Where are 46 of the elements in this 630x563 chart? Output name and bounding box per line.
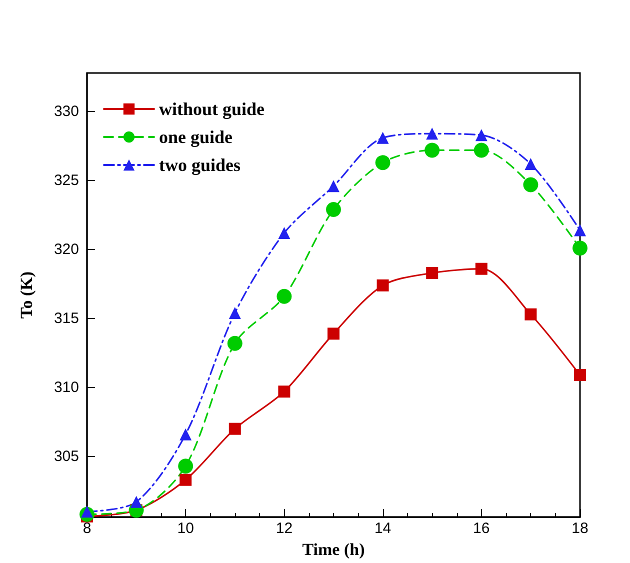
y-tick-label: 315 <box>54 310 79 327</box>
point <box>278 386 290 398</box>
point <box>227 336 242 351</box>
y-tick-label: 330 <box>54 103 79 120</box>
point <box>375 155 390 170</box>
y-axis-title: To (K) <box>17 272 36 319</box>
point <box>81 506 93 518</box>
point <box>180 428 192 440</box>
point <box>180 474 192 486</box>
point <box>376 279 389 292</box>
legend-label: one guide <box>159 127 233 147</box>
point <box>424 142 440 158</box>
x-tick-label: 18 <box>572 520 588 538</box>
point <box>228 306 241 319</box>
point <box>376 132 389 144</box>
point <box>574 224 586 236</box>
x-axis-title: Time (h) <box>302 540 365 559</box>
point <box>475 129 488 142</box>
point <box>426 266 438 279</box>
point <box>228 422 241 435</box>
point <box>326 202 341 218</box>
y-tick-label: 325 <box>54 172 79 190</box>
x-tick-label: 8 <box>82 520 92 538</box>
y-tick-label: 320 <box>54 241 79 258</box>
y-tick-label: 310 <box>54 378 79 396</box>
point <box>276 288 292 304</box>
point <box>523 177 538 192</box>
point <box>328 180 340 192</box>
point <box>574 369 586 382</box>
point <box>178 458 194 474</box>
point <box>130 496 142 508</box>
point <box>524 158 537 170</box>
y-tick-label: 305 <box>54 448 79 465</box>
legend-label: two guides <box>159 155 241 175</box>
legend-label: without guide <box>159 99 265 119</box>
point <box>524 308 537 320</box>
point <box>328 328 340 340</box>
x-tick-label: 14 <box>374 520 392 538</box>
x-tick-label: 10 <box>177 520 194 538</box>
point <box>572 240 588 256</box>
point <box>426 128 438 140</box>
x-tick-label: 16 <box>473 520 490 538</box>
point <box>278 226 290 239</box>
x-tick-label: 12 <box>276 520 293 538</box>
point <box>474 142 489 158</box>
point <box>475 262 488 275</box>
